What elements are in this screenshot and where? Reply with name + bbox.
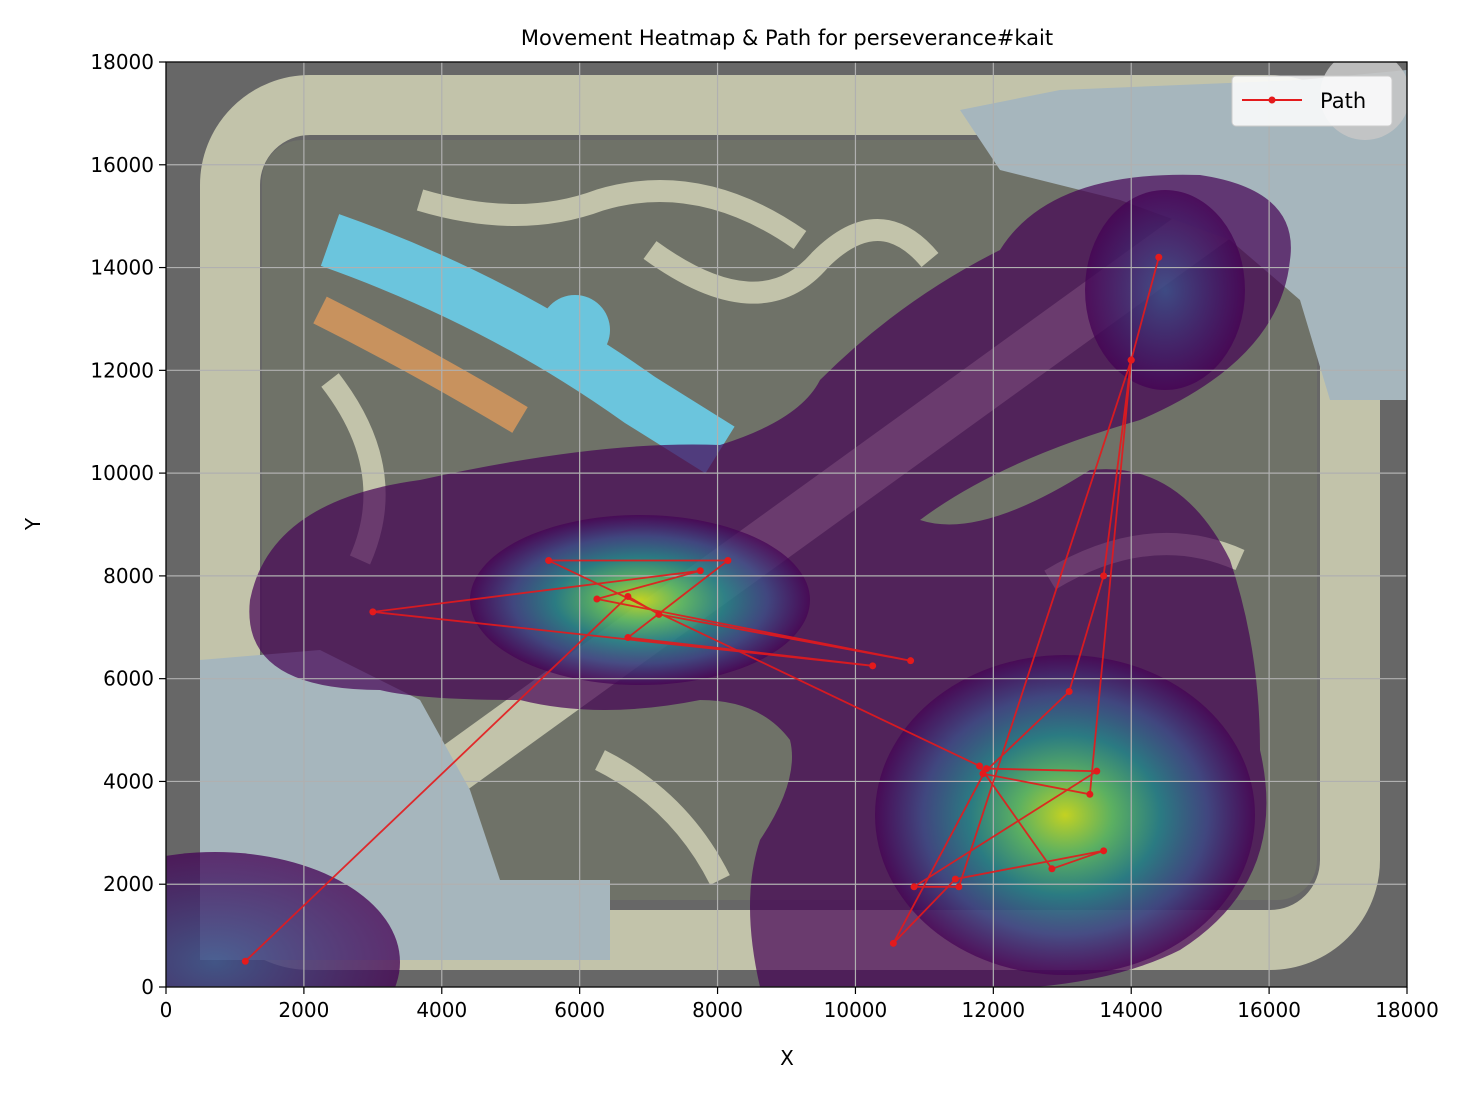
y-tick-label: 14000 — [90, 256, 154, 280]
y-axis-label: Y — [21, 517, 45, 531]
x-tick-label: 6000 — [554, 998, 605, 1022]
heatmap-hotspot-corner — [166, 852, 400, 987]
path-point — [369, 608, 377, 616]
x-tick-label: 12000 — [962, 998, 1026, 1022]
path-point — [910, 883, 918, 891]
path-point — [241, 957, 249, 965]
grid — [166, 62, 1407, 987]
y-tick-label: 18000 — [90, 50, 154, 74]
y-tick-label: 8000 — [103, 564, 154, 588]
heatmap-density — [166, 174, 1291, 987]
map-river-edge — [313, 296, 528, 433]
y-tick-label: 2000 — [103, 872, 154, 896]
heatmap-hotspot-south — [875, 655, 1255, 975]
y-axis-ticks: 0 2000 4000 6000 8000 10000 12000 14000 16000 180… — [90, 50, 166, 999]
path-point — [1100, 847, 1108, 855]
path-point — [976, 762, 984, 770]
path-point — [1127, 356, 1135, 364]
y-tick-label: 4000 — [103, 769, 154, 793]
path-point — [1086, 790, 1094, 798]
path-point — [724, 556, 732, 564]
path-point — [955, 883, 963, 891]
y-tick-label: 12000 — [90, 358, 154, 382]
map-jungle-path-2 — [643, 219, 939, 304]
x-tick-label: 4000 — [416, 998, 467, 1022]
path-point — [1155, 253, 1163, 261]
x-tick-label: 10000 — [824, 998, 888, 1022]
path-series — [241, 253, 1163, 965]
x-tick-label: 16000 — [1237, 998, 1301, 1022]
heatmap-hotspot-west — [470, 515, 810, 685]
path-point — [869, 662, 877, 670]
x-axis-ticks: 0 2000 4000 6000 8000 10000 12000 14000 16000 180… — [160, 987, 1439, 1022]
x-tick-label: 8000 — [692, 998, 743, 1022]
legend: Path — [1231, 75, 1393, 127]
path-point — [1100, 572, 1108, 580]
map-river-pit — [540, 295, 610, 365]
legend-path-label: Path — [1320, 89, 1366, 113]
path-point — [1065, 688, 1073, 696]
x-axis-label: X — [780, 1046, 794, 1070]
path-point — [593, 595, 601, 603]
plot-area — [166, 62, 1407, 987]
path-point — [545, 556, 553, 564]
legend-box — [1231, 75, 1393, 127]
plot-frame — [165, 61, 1408, 988]
path-point — [982, 765, 990, 773]
path-point — [624, 592, 632, 600]
path-point — [1048, 865, 1056, 873]
y-tick-label: 6000 — [103, 667, 154, 691]
map-river — [320, 214, 735, 474]
heatmap-hotspot-north-east — [1085, 190, 1245, 390]
path-point — [979, 770, 987, 778]
map-base-top-right — [960, 70, 1407, 400]
x-tick-label: 14000 — [1099, 998, 1163, 1022]
y-tick-label: 16000 — [90, 153, 154, 177]
path-point — [889, 939, 897, 947]
path-point — [696, 567, 704, 575]
x-tick-label: 2000 — [278, 998, 329, 1022]
path-point — [907, 657, 915, 665]
map-jungle-path-4 — [595, 750, 730, 885]
y-tick-label: 10000 — [90, 461, 154, 485]
path-point — [951, 875, 959, 883]
path-point — [655, 610, 663, 618]
map-jungle-path-1 — [416, 180, 807, 250]
x-tick-label: 18000 — [1375, 998, 1439, 1022]
x-tick-label: 0 — [160, 998, 173, 1022]
path-point — [1093, 767, 1101, 775]
legend-path-marker — [1268, 96, 1276, 104]
path-point — [624, 634, 632, 642]
chart-title: Movement Heatmap & Path for perseverance… — [521, 26, 1053, 50]
y-tick-label: 0 — [141, 975, 154, 999]
